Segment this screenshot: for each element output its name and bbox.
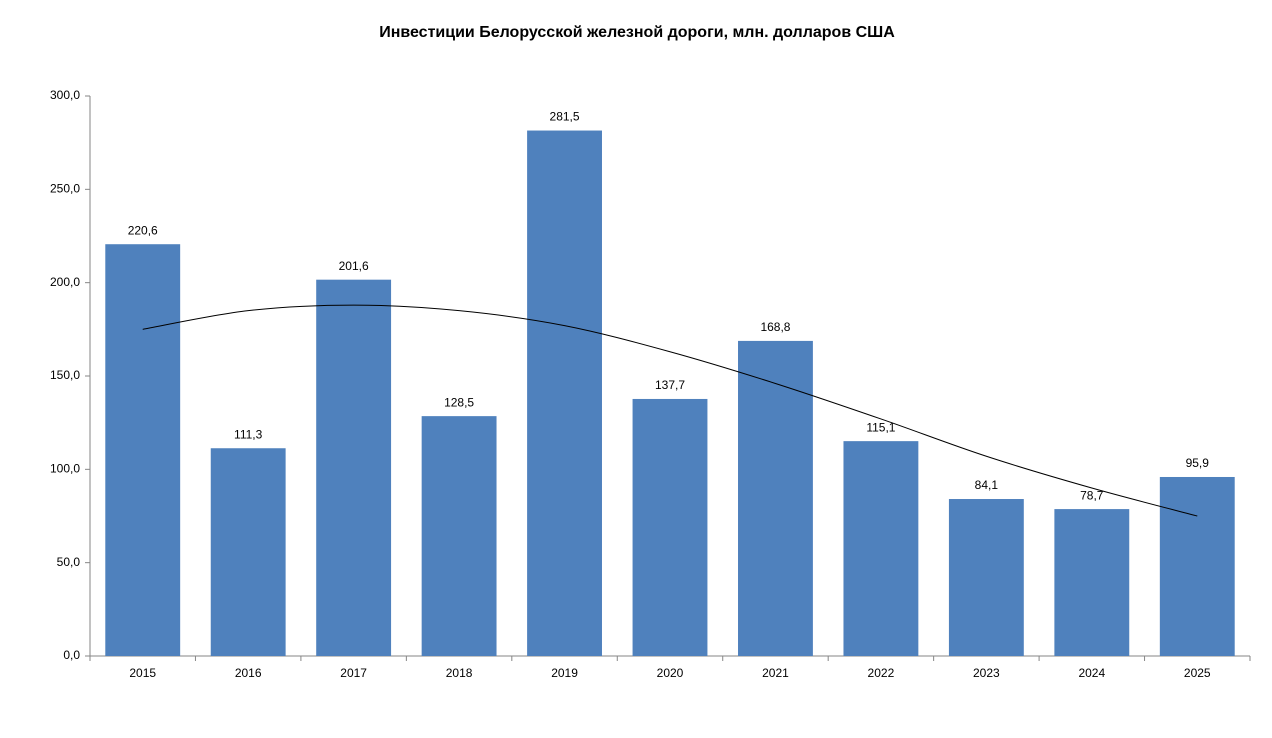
x-tick-label: 2023	[973, 666, 1000, 680]
bar	[843, 441, 919, 656]
value-label: 168,8	[760, 320, 790, 334]
y-tick-label: 250,0	[50, 182, 80, 196]
x-tick-label: 2022	[868, 666, 895, 680]
y-tick-label: 0,0	[63, 648, 80, 662]
value-label: 95,9	[1186, 456, 1210, 470]
value-label: 220,6	[128, 223, 158, 237]
value-label: 111,3	[234, 427, 263, 441]
x-tick-label: 2021	[762, 666, 789, 680]
value-label: 84,1	[975, 478, 999, 492]
value-label: 137,7	[655, 378, 685, 392]
y-tick-label: 100,0	[50, 462, 80, 476]
trendline	[142, 304, 1198, 517]
value-label: 115,1	[866, 420, 895, 434]
bar	[527, 130, 602, 657]
x-tick-label: 2017	[340, 666, 367, 680]
x-tick-label: 2018	[446, 666, 473, 680]
y-tick-label: 300,0	[50, 88, 80, 102]
bar	[316, 279, 392, 656]
value-label: 78,7	[1080, 488, 1104, 502]
x-tick-label: 2016	[235, 666, 262, 680]
value-label: 201,6	[339, 259, 369, 273]
x-tick-label: 2025	[1184, 666, 1211, 680]
bar	[1054, 509, 1130, 656]
bar	[1159, 476, 1235, 656]
x-tick-label: 2019	[551, 666, 578, 680]
y-tick-label: 200,0	[50, 275, 80, 289]
bar	[738, 340, 813, 656]
bar	[421, 416, 497, 656]
bar	[210, 448, 286, 656]
bar	[105, 244, 181, 657]
bar	[632, 398, 708, 656]
value-label: 281,5	[550, 110, 580, 124]
x-tick-label: 2015	[129, 666, 156, 680]
value-label: 128,5	[444, 395, 474, 409]
y-tick-label: 150,0	[50, 368, 80, 382]
y-tick-label: 50,0	[57, 555, 81, 569]
x-tick-label: 2020	[657, 666, 684, 680]
x-tick-label: 2024	[1078, 666, 1105, 680]
chart-title: Инвестиции Белорусской железной дороги, …	[379, 24, 895, 41]
bar	[948, 499, 1024, 656]
